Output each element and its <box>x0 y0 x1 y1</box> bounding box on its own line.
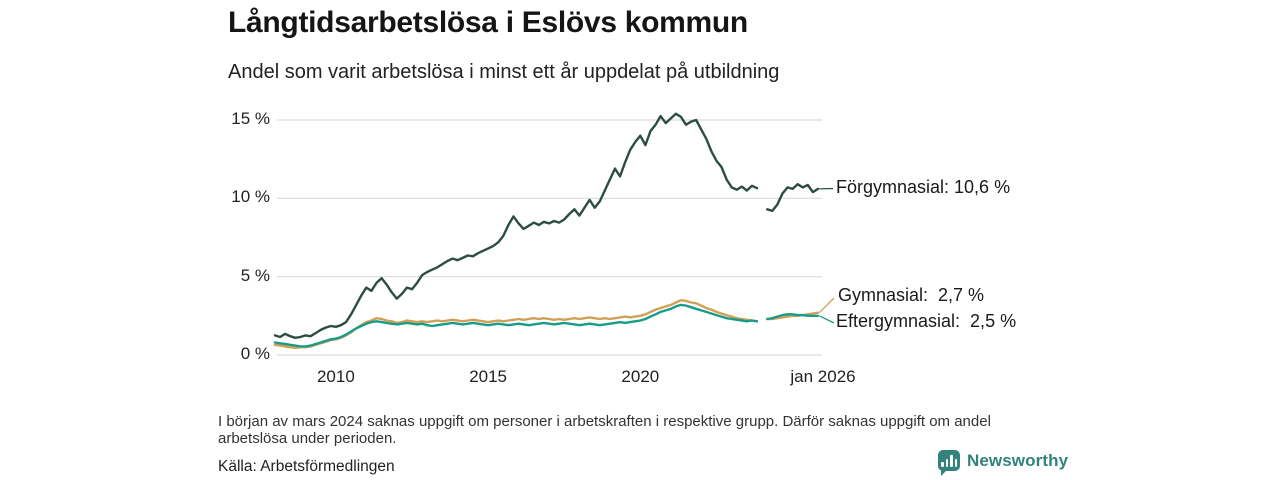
series-label-forgymnasial: Förgymnasial: 10,6 % <box>836 177 1011 197</box>
y-axis-tick-label: 0 % <box>240 344 270 363</box>
y-axis-tick-label: 5 % <box>240 265 270 285</box>
chart-title: Långtidsarbetslösa i Eslövs kommun <box>228 6 748 39</box>
y-axis-tick-label: 10 % <box>231 187 270 207</box>
x-axis-tick-label: jan 2026 <box>790 367 856 386</box>
logo-bar <box>941 462 944 467</box>
logo-bar <box>954 459 957 467</box>
newsworthy-wordmark: Newsworthy <box>967 450 1069 470</box>
series-label-gymnasial: Gymnasial: 2,7 % <box>838 285 985 305</box>
source-attribution: Källa: Arbetsförmedlingen <box>218 458 395 475</box>
logo-bar <box>950 455 953 467</box>
logo-bar <box>945 459 948 467</box>
newsworthy-logo: Newsworthy <box>938 450 1069 476</box>
footnote: I början av mars 2024 saknas uppgift om … <box>218 413 991 447</box>
chart-subtitle: Andel som varit arbetslösa i minst ett å… <box>228 61 780 83</box>
x-axis-tick-label: 2020 <box>621 367 660 386</box>
x-axis-tick-label: 2010 <box>316 367 355 386</box>
x-axis-tick-label: 2015 <box>469 367 508 386</box>
newsworthy-bubble-chart-icon <box>938 450 960 476</box>
series-label-eftergymnasial: Eftergymnasial: 2,5 % <box>836 311 1017 331</box>
y-axis-tick-label: 15 % <box>231 109 270 128</box>
